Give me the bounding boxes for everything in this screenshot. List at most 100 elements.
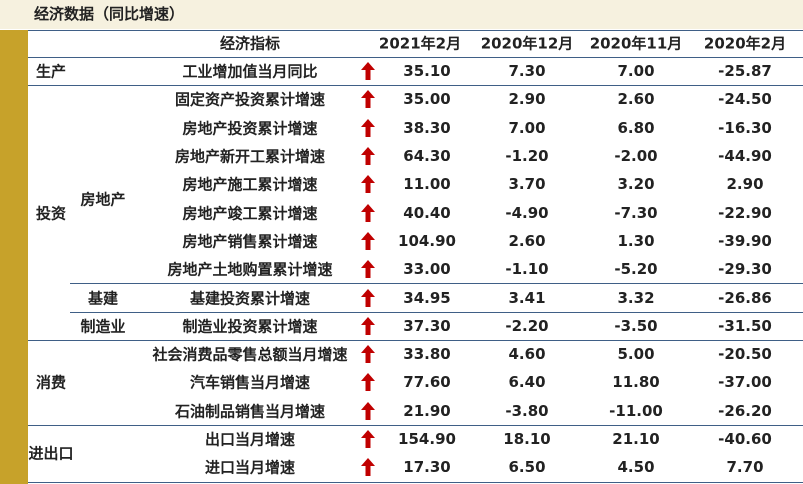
column-header: 2020年2月 — [703, 34, 787, 53]
value-cell: -16.30 — [718, 118, 772, 137]
value-cell: 7.30 — [508, 62, 546, 81]
value-cell: 35.10 — [403, 62, 451, 81]
value-cell: 5.00 — [617, 345, 655, 364]
column-header: 2020年12月 — [480, 34, 574, 53]
up-arrow — [361, 373, 375, 392]
value-cell: 11.80 — [612, 373, 660, 392]
up-arrow — [361, 175, 375, 194]
value-cell: 21.10 — [612, 430, 660, 449]
value-cell: -1.20 — [505, 147, 549, 166]
subgroup-label: 制造业 — [80, 317, 126, 336]
indicator: 房地产土地购置累计增速 — [167, 260, 333, 279]
value-cell: -31.50 — [718, 316, 772, 335]
subgroup-label: 基建 — [87, 289, 119, 308]
column-header: 2020年11月 — [589, 34, 683, 53]
value-cell: -3.50 — [614, 316, 658, 335]
value-cell: 7.00 — [617, 62, 655, 81]
value-cell: 4.60 — [508, 345, 546, 364]
side-bar — [0, 30, 28, 484]
value-cell: -5.20 — [614, 260, 658, 279]
value-cell: -25.87 — [718, 62, 772, 81]
title: 经济数据（同比增速） — [0, 0, 803, 29]
value-cell: 77.60 — [403, 373, 451, 392]
value-cell: -44.90 — [718, 147, 772, 166]
up-arrow — [361, 430, 375, 449]
value-cell: 18.10 — [503, 430, 551, 449]
value-cell: 2.90 — [726, 175, 764, 194]
value-cell: -29.30 — [718, 260, 772, 279]
indicator: 房地产新开工累计增速 — [174, 147, 326, 166]
value-cell: -40.60 — [718, 430, 772, 449]
value-cell: -26.86 — [718, 288, 772, 307]
row-divider — [28, 85, 803, 87]
value-cell: 4.50 — [617, 458, 655, 477]
row-divider — [70, 283, 803, 285]
value-cell: -22.90 — [718, 203, 772, 222]
group-label: 消费 — [35, 373, 67, 392]
row-divider — [28, 30, 803, 31]
indicator: 石油制品销售当月增速 — [174, 402, 326, 421]
up-arrow — [361, 118, 375, 137]
row-divider — [70, 311, 803, 313]
up-arrow — [361, 62, 375, 81]
column-header: 2021年2月 — [378, 34, 462, 53]
value-cell: 40.40 — [403, 203, 451, 222]
value-cell: 6.40 — [508, 373, 546, 392]
value-cell: -11.00 — [609, 401, 663, 420]
value-cell: 33.80 — [403, 345, 451, 364]
indicator: 房地产竣工累计增速 — [182, 204, 318, 223]
value-cell: -26.20 — [718, 401, 772, 420]
indicator: 汽车销售当月增速 — [189, 373, 311, 392]
value-cell: 3.41 — [508, 288, 546, 307]
up-arrow — [361, 203, 375, 222]
indicator: 制造业投资累计增速 — [182, 317, 318, 336]
up-arrow — [361, 316, 375, 335]
value-cell: 7.00 — [508, 118, 546, 137]
value-cell: 2.90 — [508, 90, 546, 109]
value-cell: 7.70 — [726, 458, 764, 477]
value-cell: 3.32 — [617, 288, 655, 307]
indicator: 工业增加值当月同比 — [182, 62, 318, 81]
group-label: 生产 — [35, 62, 67, 81]
row-divider — [28, 481, 803, 483]
value-cell: -2.20 — [505, 316, 549, 335]
indicator: 房地产施工累计增速 — [182, 175, 318, 194]
up-arrow — [361, 288, 375, 307]
value-cell: 6.50 — [508, 458, 546, 477]
indicator: 出口当月增速 — [204, 430, 296, 449]
indicator: 房地产投资累计增速 — [182, 119, 318, 138]
row-divider — [28, 340, 803, 341]
value-cell: 17.30 — [403, 458, 451, 477]
value-cell: 2.60 — [508, 231, 546, 250]
value-cell: 38.30 — [403, 118, 451, 137]
value-cell: 104.90 — [398, 231, 456, 250]
value-cell: 21.90 — [403, 401, 451, 420]
value-cell: -20.50 — [718, 345, 772, 364]
up-arrow — [361, 260, 375, 279]
up-arrow — [361, 231, 375, 250]
group-label: 进出口 — [28, 444, 74, 463]
value-cell: 64.30 — [403, 147, 451, 166]
value-cell: 33.00 — [403, 260, 451, 279]
value-cell: 2.60 — [617, 90, 655, 109]
indicator: 社会消费品零售总额当月增速 — [152, 345, 348, 364]
up-arrow — [361, 345, 375, 364]
value-cell: -7.30 — [614, 203, 658, 222]
value-cell: 37.30 — [403, 316, 451, 335]
column-header: 经济指标 — [219, 34, 281, 53]
value-cell: 34.95 — [403, 288, 451, 307]
up-arrow — [361, 458, 375, 477]
value-cell: -3.80 — [505, 401, 549, 420]
value-cell: -1.10 — [505, 260, 549, 279]
row-divider — [28, 57, 803, 58]
indicator: 房地产销售累计增速 — [182, 232, 318, 251]
value-cell: 35.00 — [403, 90, 451, 109]
value-cell: -39.90 — [718, 231, 772, 250]
value-cell: 154.90 — [398, 430, 456, 449]
indicator: 基建投资累计增速 — [189, 289, 311, 308]
up-arrow — [361, 90, 375, 109]
subgroup-label: 房地产 — [80, 190, 126, 208]
value-cell: 1.30 — [617, 231, 655, 250]
group-label: 投资 — [35, 204, 67, 223]
